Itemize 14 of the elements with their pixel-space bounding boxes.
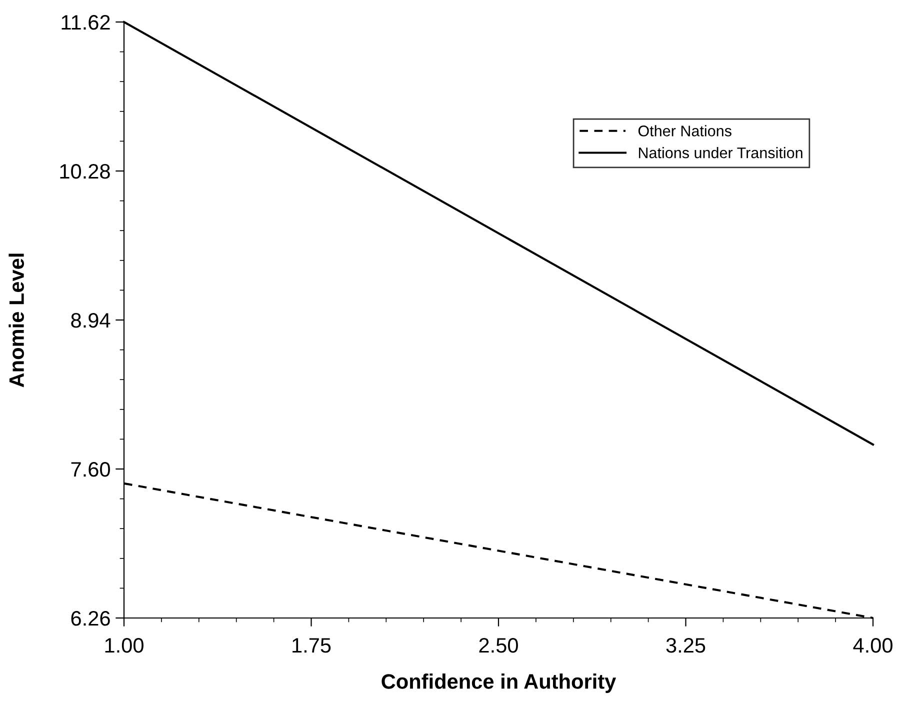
x-axis-title: Confidence in Authority <box>382 674 616 693</box>
y-tick-label: 8.94 <box>71 313 110 328</box>
y-tick-label: 10.28 <box>60 164 110 179</box>
y-tick-label: 11.62 <box>62 15 110 30</box>
x-tick-label: 1.75 <box>292 638 331 653</box>
x-tick-label: 4.00 <box>853 638 892 653</box>
y-tick-label: 6.26 <box>71 611 110 626</box>
y-tick-label: 7.60 <box>71 462 110 477</box>
x-tick-label: 3.25 <box>666 638 706 653</box>
x-tick-label: 1.00 <box>105 638 144 653</box>
legend-label: Nations under Transition <box>638 147 802 158</box>
legend-label: Other Nations <box>638 125 732 136</box>
x-tick-label: 2.50 <box>479 638 518 653</box>
y-axis-title: Anomie Level <box>8 254 24 388</box>
